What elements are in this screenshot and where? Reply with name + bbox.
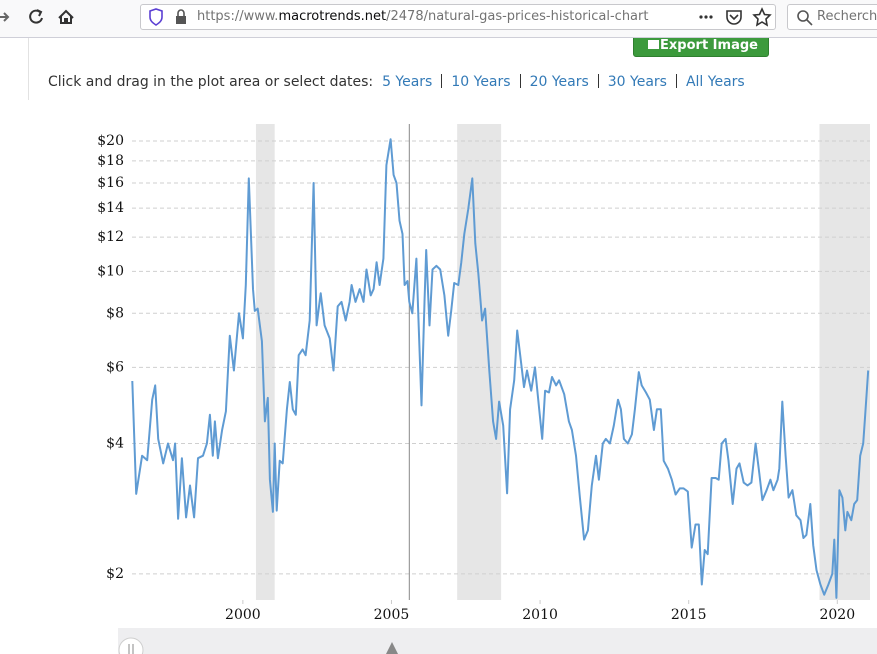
export-label: Export Image: [660, 38, 758, 53]
url-bar[interactable]: https://www.macrotrends.net/2478/natural…: [140, 4, 776, 30]
x-tick-label: 2015: [671, 607, 707, 623]
range-link[interactable]: 20 Years: [529, 74, 589, 90]
range-link[interactable]: All Years: [685, 74, 745, 90]
url-path: /2478/natural-gas-prices-historical-char…: [386, 9, 649, 24]
shaded-range: [457, 124, 502, 600]
shield-icon[interactable]: [149, 8, 163, 26]
search-box[interactable]: Recherche: [787, 4, 877, 30]
menu-dot[interactable]: [709, 15, 713, 19]
separator: [441, 74, 443, 88]
search-icon: [797, 10, 813, 26]
navigator-handle[interactable]: [118, 637, 144, 654]
shaded-range: [255, 124, 275, 600]
lock-shackle: [177, 9, 185, 16]
y-tick-label: $4: [106, 436, 124, 452]
x-tick-label: 2010: [522, 607, 558, 623]
y-tick-label: $6: [106, 359, 124, 375]
range-link[interactable]: 5 Years: [382, 74, 433, 90]
navigator-marker: [386, 642, 398, 654]
url-domain: macrotrends.net: [278, 9, 387, 24]
menu-dot[interactable]: [704, 15, 708, 19]
menu-dot[interactable]: [699, 15, 703, 19]
lock-icon[interactable]: [176, 16, 186, 24]
page-actions: [699, 7, 772, 27]
x-tick-label: 2000: [225, 607, 261, 623]
chart-controls: Export Image Click and drag in the plot …: [28, 32, 877, 100]
y-tick-label: $16: [97, 175, 124, 191]
reload-button[interactable]: [29, 9, 43, 24]
x-tick-label: 2005: [374, 607, 410, 623]
range-prompt: Click and drag in the plot area or selec…: [48, 74, 374, 90]
nav-icons: [0, 9, 74, 24]
y-tick-label: $12: [97, 229, 124, 245]
y-tick-label: $2: [106, 566, 124, 582]
x-tick-label: 2020: [819, 607, 855, 623]
range-links: 5 Years 10 Years 20 Years 30 Years All Years: [382, 74, 745, 90]
range-link[interactable]: 10 Years: [451, 74, 511, 90]
browser-toolbar: https://www.macrotrends.net/2478/natural…: [0, 0, 877, 38]
y-tick-label: $18: [97, 153, 124, 169]
price-line: [131, 138, 870, 599]
y-tick-label: $8: [106, 305, 124, 321]
forward-button[interactable]: [0, 12, 10, 22]
url-icons: [149, 8, 186, 26]
range-link[interactable]: 30 Years: [607, 74, 667, 90]
url-scheme: https://www.: [197, 9, 279, 24]
y-tick-label: $20: [97, 133, 124, 149]
separator: [675, 74, 677, 88]
separator: [519, 74, 521, 88]
y-tick-label: $14: [97, 200, 124, 216]
bookmark-star[interactable]: [752, 7, 772, 27]
date-range-controls: Click and drag in the plot area or selec…: [48, 74, 745, 90]
search-placeholder: Recherche: [817, 9, 877, 24]
navigator[interactable]: [118, 628, 877, 654]
export-icon: [648, 40, 659, 49]
y-tick-label: $10: [97, 263, 124, 279]
separator: [597, 74, 599, 88]
pocket-icon[interactable]: [726, 10, 742, 25]
url-text: https://www.macrotrends.net/2478/natural…: [197, 5, 648, 29]
home-button[interactable]: [58, 9, 74, 24]
handle-grip: [128, 644, 134, 654]
